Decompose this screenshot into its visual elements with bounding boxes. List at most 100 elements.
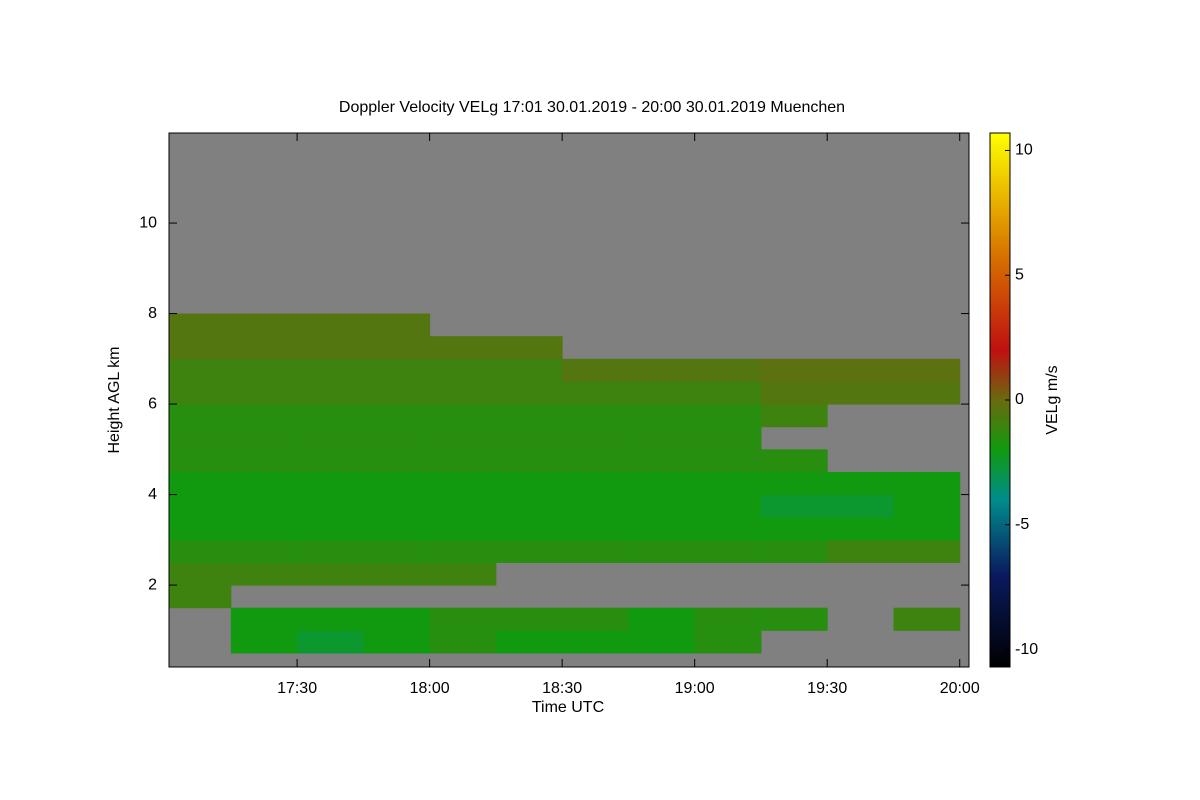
x-tick-label: 17:30 bbox=[277, 680, 317, 697]
heatmap-cell bbox=[363, 426, 431, 450]
heatmap-cell bbox=[495, 426, 563, 450]
heatmap-cell bbox=[628, 607, 696, 631]
heatmap-cell bbox=[628, 426, 696, 450]
heatmap-cell bbox=[363, 381, 431, 405]
heatmap-cell bbox=[297, 358, 364, 382]
heatmap-cell bbox=[363, 471, 431, 496]
plot-frame bbox=[168, 132, 970, 668]
heatmap-cell bbox=[297, 313, 364, 337]
chart-title: Doppler Velocity VELg 17:01 30.01.2019 -… bbox=[339, 99, 845, 116]
heatmap-cell bbox=[429, 404, 497, 428]
heatmap-cell bbox=[562, 471, 629, 496]
heatmap-cell bbox=[760, 607, 828, 631]
heatmap-cell bbox=[893, 607, 961, 631]
heatmap-cell bbox=[297, 562, 364, 586]
heatmap-cell bbox=[893, 539, 961, 563]
heatmap-cell bbox=[169, 313, 232, 337]
heatmap-cell bbox=[760, 539, 828, 563]
heatmap-cell bbox=[169, 449, 232, 473]
heatmap-cell bbox=[297, 449, 364, 473]
heatmap-cell bbox=[429, 471, 497, 496]
heatmap-cell bbox=[495, 449, 563, 473]
x-tick-label: 18:30 bbox=[542, 680, 582, 697]
heatmap-cell bbox=[495, 539, 563, 563]
heatmap-cell bbox=[628, 630, 696, 654]
x-tick-label: 19:00 bbox=[675, 680, 715, 697]
heatmap-cell bbox=[169, 539, 232, 563]
heatmap-cell bbox=[429, 494, 497, 518]
heatmap-cell bbox=[893, 517, 961, 541]
heatmap-cell bbox=[760, 494, 828, 518]
heatmap-cell bbox=[827, 517, 894, 541]
heatmap-cell bbox=[230, 358, 298, 382]
heatmap-cell bbox=[169, 426, 232, 450]
heatmap-cell bbox=[495, 471, 563, 496]
heatmap-cell bbox=[628, 358, 696, 382]
heatmap-cell bbox=[495, 358, 563, 382]
heatmap-cell bbox=[760, 517, 828, 541]
heatmap-cell bbox=[297, 517, 364, 541]
heatmap-cell bbox=[893, 471, 961, 496]
heatmap-cell bbox=[429, 562, 497, 586]
heatmap-cell bbox=[495, 607, 563, 631]
heatmap-cell bbox=[169, 517, 232, 541]
heatmap-cell bbox=[230, 381, 298, 405]
heatmap-cell bbox=[694, 471, 762, 496]
x-tick-label: 19:30 bbox=[807, 680, 847, 697]
y-tick-label: 6 bbox=[148, 395, 157, 412]
heatmap-cell bbox=[760, 381, 828, 405]
heatmap-cell bbox=[169, 562, 232, 586]
heatmap-cell bbox=[363, 607, 431, 631]
heatmap-cell bbox=[429, 539, 497, 563]
heatmap-cell bbox=[694, 517, 762, 541]
heatmap-cell bbox=[893, 358, 961, 382]
x-tick-label: 18:00 bbox=[410, 680, 450, 697]
heatmap-cell bbox=[230, 517, 298, 541]
heatmap-cell bbox=[363, 449, 431, 473]
heatmap-cell bbox=[760, 471, 828, 496]
heatmap-cell bbox=[760, 358, 828, 382]
heatmap-cell bbox=[495, 630, 563, 654]
heatmap-cell bbox=[562, 630, 629, 654]
heatmap-cell bbox=[827, 539, 894, 563]
heatmap-cell bbox=[827, 381, 894, 405]
heatmap-cell bbox=[628, 471, 696, 496]
y-tick-label: 10 bbox=[139, 214, 157, 231]
colorbar-tick-label: 10 bbox=[1015, 142, 1033, 159]
heatmap-cell bbox=[363, 539, 431, 563]
heatmap-cell bbox=[562, 607, 629, 631]
heatmap-cell bbox=[230, 449, 298, 473]
heatmap-cell bbox=[230, 630, 298, 654]
heatmap-cell bbox=[495, 381, 563, 405]
heatmap-cell bbox=[495, 336, 563, 360]
heatmap-cell bbox=[694, 404, 762, 428]
heatmap-cell bbox=[230, 426, 298, 450]
y-axis-label: Height AGL km bbox=[106, 346, 123, 453]
heatmap-cell bbox=[169, 494, 232, 518]
y-tick-label: 4 bbox=[148, 486, 157, 503]
heatmap-cell bbox=[363, 630, 431, 654]
heatmap-cell bbox=[363, 494, 431, 518]
heatmap-cell bbox=[628, 381, 696, 405]
heatmap-cell bbox=[495, 404, 563, 428]
heatmap-cell bbox=[429, 426, 497, 450]
heatmap-cell bbox=[562, 381, 629, 405]
heatmap-cell bbox=[169, 381, 232, 405]
colorbar-tick-label: 5 bbox=[1015, 266, 1024, 283]
heatmap-cell bbox=[760, 404, 828, 428]
heatmap-cell bbox=[628, 404, 696, 428]
heatmap-cell bbox=[562, 517, 629, 541]
heatmap-cell bbox=[429, 336, 497, 360]
heatmap-cell bbox=[297, 381, 364, 405]
heatmap-cell bbox=[628, 494, 696, 518]
heatmap-cell bbox=[230, 607, 298, 631]
heatmap-cell bbox=[230, 313, 298, 337]
heatmap-cell bbox=[827, 471, 894, 496]
heatmap-cell bbox=[694, 449, 762, 473]
heatmap-cell bbox=[893, 494, 961, 518]
heatmap-cell bbox=[495, 494, 563, 518]
heatmap-cell bbox=[694, 494, 762, 518]
colorbar-tick-label: -10 bbox=[1015, 641, 1038, 658]
heatmap-cell bbox=[562, 449, 629, 473]
heatmap-cell bbox=[562, 426, 629, 450]
